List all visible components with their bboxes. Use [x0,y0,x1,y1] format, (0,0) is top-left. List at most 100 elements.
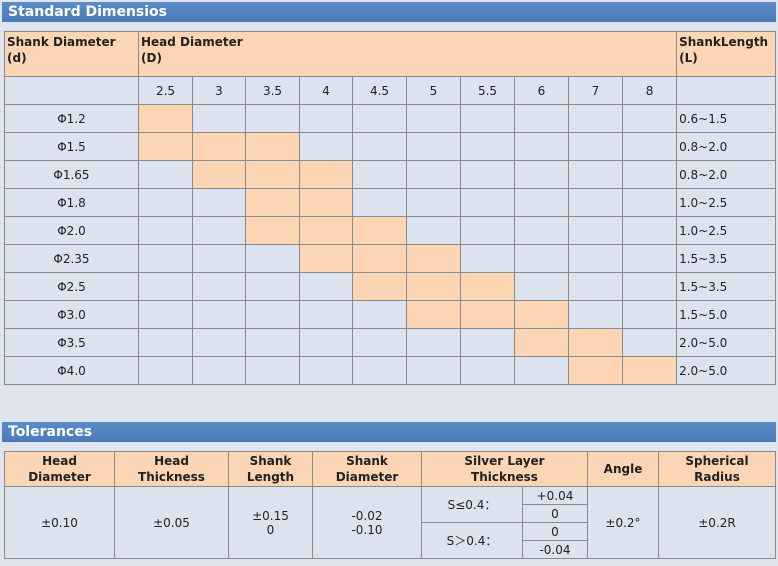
head-diameter: 5 [406,76,461,105]
available-cell [406,272,461,301]
empty-cell [138,216,193,245]
empty-cell [192,104,246,133]
text-line: Silver Layer [464,454,545,468]
text-line: Shank Diameter [7,35,116,49]
empty-cell [138,328,193,357]
text-line: -0.10 [351,522,383,537]
empty-cell [406,356,461,385]
condition: S≤0.4： [421,486,523,523]
empty-cell [460,188,515,217]
empty-cell [138,356,193,385]
available-cell [568,356,623,385]
empty-cell [352,188,407,217]
shank-diameter: Φ1.65 [4,160,139,189]
empty-cell [514,356,569,385]
head-thickness: ±0.05 [114,486,229,559]
empty-cell [621,216,678,245]
shank-diameter: -0.02 -0.10 [312,486,422,559]
empty-cell [568,160,623,189]
angle: ±0.2° [587,486,659,559]
empty-cell [299,104,353,133]
empty-cell [352,132,407,161]
tolerance-row: S＞0.4： 0 [5,522,776,559]
available-cell [460,272,515,301]
size-row: Φ2.0 1.0~2.5 [4,216,777,245]
empty-cell [676,76,777,105]
header-cell: Shank Length [228,451,313,487]
available-cell [299,188,353,217]
text-line: Thickness [471,470,538,484]
empty-cell [299,356,353,385]
empty-cell [245,328,300,357]
empty-cell [514,244,569,273]
empty-cell [568,188,623,217]
available-cell [192,132,246,161]
empty-cell [406,132,461,161]
head-diameter: 8 [621,76,678,105]
available-cell [352,272,407,301]
header-cell: Spherical Radius [658,451,776,487]
empty-cell [621,188,678,217]
empty-cell [460,356,515,385]
shank-diameter: Φ1.5 [4,132,139,161]
empty-cell [138,300,193,329]
available-cell [406,300,461,329]
empty-cell [192,328,246,357]
size-row: Φ1.2 0.6~1.5 [4,104,777,133]
shank-length: 1.5~5.0 [676,300,777,329]
empty-cell [514,104,569,133]
empty-cell [568,132,623,161]
available-cell [460,300,515,329]
empty-cell [192,216,246,245]
silver-value: +0.04 [522,486,588,505]
size-row: Φ3.5 2.0~5.0 [4,328,777,357]
empty-cell [299,300,353,329]
empty-cell [406,160,461,189]
spherical-radius: ±0.2R [658,486,776,559]
shank-length: 0.6~1.5 [676,104,777,133]
available-cell [514,328,569,357]
empty-cell [245,300,300,329]
head-diameter: 3.5 [245,76,300,105]
empty-cell [514,160,569,189]
header-cell: Head Diameter [4,451,115,487]
text-line: (d) [7,51,27,65]
empty-cell [138,160,193,189]
empty-cell [406,104,461,133]
available-cell [299,244,353,273]
empty-cell [460,244,515,273]
empty-cell [460,160,515,189]
text-line: Diameter [335,470,399,484]
tolerance-row: -0.04 [5,540,776,559]
shank-length: 2.0~5.0 [676,328,777,357]
header-row: Shank Diameter (d) Head Diameter (D) ShankLe… [4,31,777,77]
head-diameter: 5.5 [460,76,515,105]
head-diameter: 7 [568,76,623,105]
size-row: Φ4.0 2.0~5.0 [4,356,777,385]
available-cell [138,104,193,133]
header-cell: Head Diameter (D) [137,31,678,77]
empty-cell [299,272,353,301]
size-row: Φ1.65 0.8~2.0 [4,160,777,189]
header-cell: ShankLength (L) [676,31,777,77]
shank-diameter: Φ1.8 [4,188,139,217]
empty-cell [621,132,678,161]
empty-cell [568,272,623,301]
header-cell: Silver Layer Thickness [421,451,588,487]
size-row: Φ1.5 0.8~2.0 [4,132,777,161]
size-row: Φ2.35 1.5~3.5 [4,244,777,273]
empty-cell [192,244,246,273]
empty-cell [460,216,515,245]
empty-cell [568,300,623,329]
shank-diameter: Φ1.2 [4,104,139,133]
text-line: Radius [694,470,740,484]
text-line: (D) [141,51,162,65]
available-cell [299,216,353,245]
empty-cell [299,132,353,161]
header-cell: Shank Diameter [312,451,422,487]
empty-cell [568,216,623,245]
empty-cell [621,272,678,301]
header-row: Head Diameter Head Thickness Shank Length Shan… [4,451,776,487]
empty-cell [352,160,407,189]
